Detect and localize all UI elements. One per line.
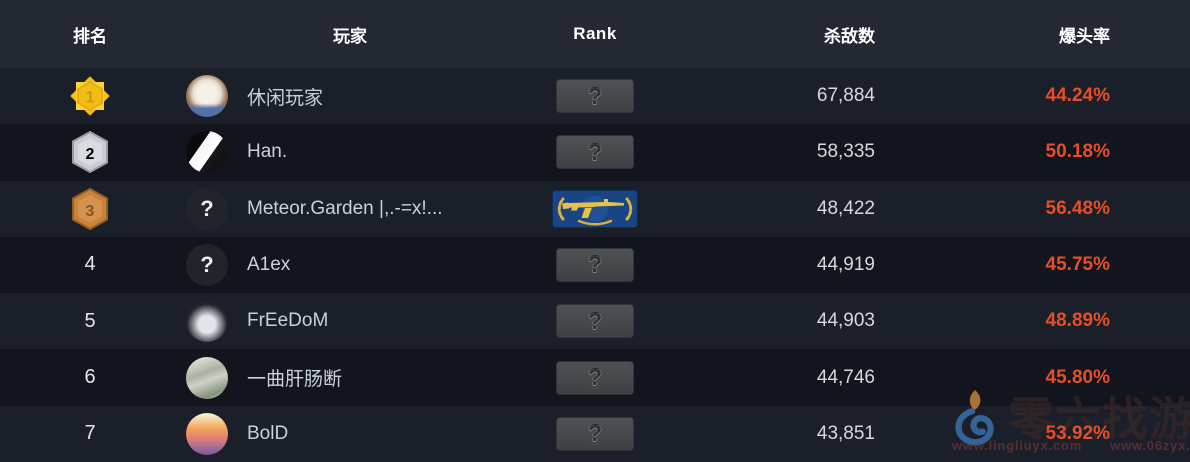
player-name: Meteor.Garden |,.-=x!... [247,197,443,219]
ink-painting-avatar [186,356,228,399]
question-mark-icon: ? [587,307,603,334]
table-row[interactable]: 2 Han. ? 58,335 50.18% [0,124,1190,181]
player-name: BolD [247,422,289,444]
black-white-art-avatar [186,131,228,174]
header-kills: 杀敌数 [824,26,875,46]
rank-number: 6 [84,366,96,389]
csgo-dmg-ak47-rank-badge [552,189,638,228]
question-mark-icon: ? [587,138,603,165]
header-rank: 排名 [73,26,107,46]
table-row[interactable]: 7 BolD ? 43,851 53.92% [0,405,1190,462]
rank-cell: 6 [0,349,180,405]
anime-girl-avatar [186,75,228,118]
unknown-rank-badge: ? [556,416,634,451]
question-mark-icon: ? [200,195,214,221]
kills-value: 44,746 [816,366,875,388]
rank-number: 7 [84,422,96,445]
rank-cell: 7 [0,406,180,462]
headshot-rate-value: 50.18% [1045,141,1110,163]
rank-number: 4 [84,253,96,276]
rank-number: 5 [84,309,96,332]
svg-text:1: 1 [85,88,94,107]
gold-medal-icon: 1 [70,76,110,116]
player-name: 休闲玩家 [247,87,324,109]
kills-value: 48,422 [816,197,875,219]
table-header: 排名 玩家 Rank 杀敌数 爆头率 [0,0,1190,68]
unknown-rank-badge: ? [556,247,634,282]
player-name: Han. [247,141,288,163]
rank-cell: 1 [0,68,180,124]
kills-value: 44,903 [816,310,875,332]
table-row[interactable]: 5 FrEeDoM ? 44,903 48.89% [0,293,1190,350]
header-player: 玩家 [333,26,367,46]
kills-value: 67,884 [816,85,875,107]
player-name: 一曲肝肠断 [247,369,343,391]
headshot-rate-value: 53.92% [1045,422,1110,444]
kills-value: 44,919 [816,253,875,275]
rank-cell: 2 [0,124,180,180]
header-rank-badge: Rank [573,24,617,43]
svg-text:2: 2 [86,146,95,163]
question-mark-icon: ? [200,251,214,277]
player-name: A1ex [247,253,291,275]
headshot-rate-value: 44.24% [1045,85,1110,107]
unknown-rank-badge: ? [556,304,634,339]
headshot-rate-value: 48.89% [1045,310,1110,332]
table-row[interactable]: 4 ? A1ex ? 44,919 45.75% [0,236,1190,294]
kills-value: 43,851 [816,422,875,444]
unknown-rank-badge: ? [556,79,634,114]
player-name: FrEeDoM [247,310,329,332]
question-mark-icon: ? [587,82,603,109]
sunset-avatar [186,412,228,455]
rank-cell: 5 [0,293,180,349]
question-mark-avatar: ? [186,187,228,230]
table-row[interactable]: 6 一曲肝肠断 ? 44,746 45.80% [0,349,1190,406]
rank-cell: 3 [0,181,180,237]
silver-medal-icon: 2 [72,131,108,174]
kills-value: 58,335 [816,141,875,163]
question-mark-icon: ? [587,420,603,447]
unknown-rank-badge: ? [556,135,634,170]
svg-text:3: 3 [86,203,95,220]
rank-cell: 4 [0,237,180,293]
question-mark-icon: ? [587,251,603,278]
table-row[interactable]: 3 ? Meteor.Garden |,.-=x!... 48,422 56.4… [0,180,1190,237]
table-row[interactable]: 1 休闲玩家 ? 67,884 44.24% [0,68,1190,125]
headshot-rate-value: 56.48% [1045,197,1110,219]
bronze-medal-icon: 3 [72,187,108,230]
anime-dark-avatar [186,300,228,343]
unknown-rank-badge: ? [556,360,634,395]
headshot-rate-value: 45.80% [1045,366,1110,388]
question-mark-avatar: ? [186,243,228,286]
question-mark-icon: ? [587,364,603,391]
headshot-rate-value: 45.75% [1045,253,1110,275]
header-headshot: 爆头率 [1059,26,1110,46]
